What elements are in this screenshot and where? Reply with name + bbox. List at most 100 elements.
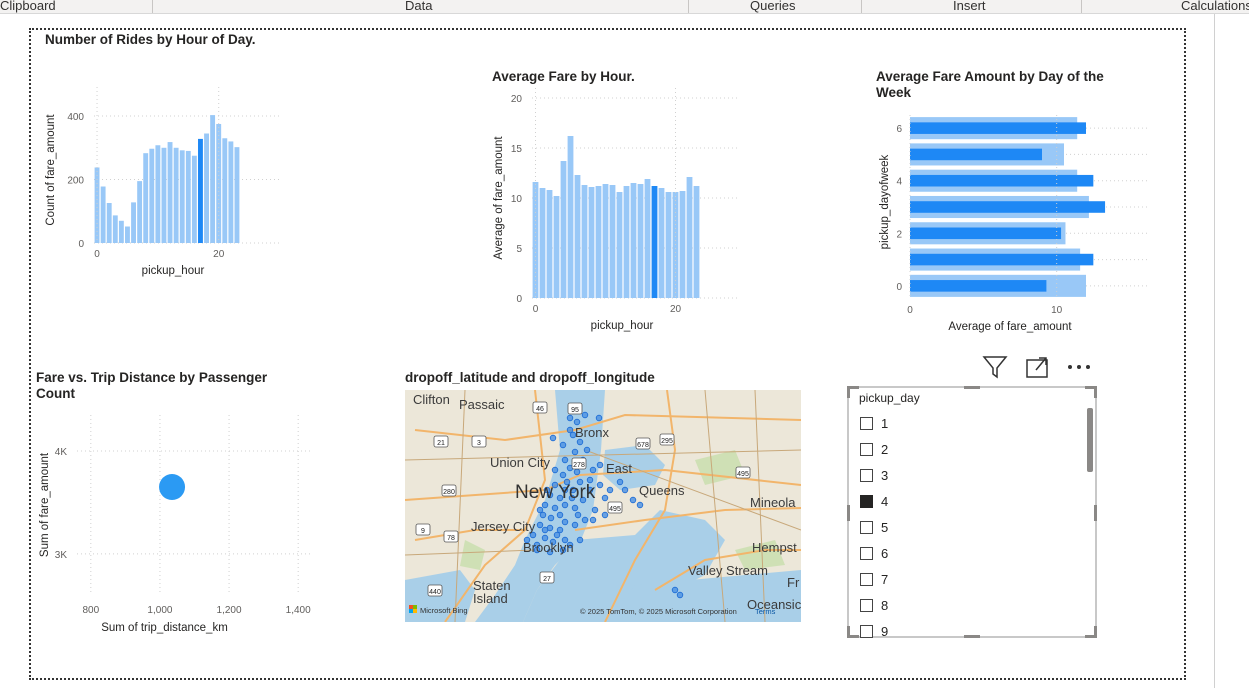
y-tick-label: 5 [516,244,522,255]
resize-handle[interactable] [1094,505,1097,521]
resize-handle[interactable] [847,386,859,389]
map-dropoff-point [533,546,541,554]
map-dropoff-point [601,511,609,519]
bar [94,167,100,243]
ribbon-tab-clipboard[interactable]: Clipboard [0,0,56,13]
slicer-checkbox[interactable] [860,416,873,430]
resize-handle[interactable] [1094,386,1097,398]
map-route-shield [635,437,651,450]
y-tick-label: 20 [511,94,523,105]
x-axis-title: Sum of trip_distance_km [101,622,228,634]
bar [910,280,1047,292]
map-highways [405,390,801,622]
map-dropoff-point [551,481,559,489]
slicer-item[interactable]: 7 [860,570,888,588]
map-dropoff-point [553,531,561,539]
y-tick-label: 6 [896,124,902,135]
slicer-checkbox[interactable] [860,572,873,586]
x-axis-title: pickup_hour [142,265,205,277]
bar [210,115,216,243]
slicer-item[interactable]: 4 [860,492,888,510]
resize-handle[interactable] [847,626,850,638]
fare-vs-distance-chart[interactable]: 3K 4K 800 1,000 1,200 1,400 Sum of trip_distan… [32,405,312,640]
microsoft-logo-icon [409,609,413,613]
bar [910,174,1094,187]
map-route-shield [571,457,587,470]
bar [179,150,185,243]
map-hudson-river [475,390,605,622]
resize-handle[interactable] [1085,635,1097,638]
bar [630,183,637,298]
slicer-checkbox[interactable] [860,598,873,612]
bar [574,175,581,298]
slicer-item[interactable]: 3 [860,466,888,484]
chart-title-fare-vs-distance: Fare vs. Trip Distance by Passenger Coun… [36,370,268,401]
dropoff-map[interactable]: Clifton Passaic Bronx Union City East New Yor… [405,390,801,622]
ribbon-tab-insert[interactable]: Insert [953,0,986,13]
fare-by-hour-chart[interactable]: 0 5 10 15 20 0 20 pickup_hour Average of fare_am… [488,88,768,338]
resize-handle[interactable] [964,386,980,389]
slicer-scrollbar[interactable] [1087,408,1093,472]
slicer-checkbox[interactable] [860,494,873,508]
filter-icon[interactable] [980,352,1010,382]
map-place-label: Valley Stream [688,563,768,578]
x-tick-label: 1,400 [286,605,311,616]
slicer-checkbox[interactable] [860,520,873,534]
resize-handle[interactable] [964,635,980,638]
map-bing-label: Microsoft Bing [420,606,468,615]
resize-handle[interactable] [1085,386,1097,389]
slicer-checkbox[interactable] [860,546,873,560]
x-tick-label: 0 [907,305,913,316]
map-dropoff-point [546,491,554,499]
resize-handle[interactable] [847,386,850,398]
ribbon-tab-calculations[interactable]: Calculations [1181,0,1249,13]
slicer-item[interactable]: 8 [860,596,888,614]
bar [651,186,658,298]
bar [644,179,651,298]
map-attribution: © 2025 TomTom, © 2025 Microsoft Corporat… [580,607,737,616]
map-dropoff-point [589,466,597,474]
map-route-shield-label: 3 [477,440,481,447]
bar [637,184,644,298]
bar [125,226,130,243]
x-tick-label: 1,000 [147,605,172,616]
resize-handle[interactable] [847,635,859,638]
map-route-shield-label: 95 [571,407,579,414]
map-canvas[interactable]: Clifton Passaic Bronx Union City East New Yor… [405,390,801,622]
resize-handle[interactable] [1094,626,1097,638]
map-dropoff-point [539,511,547,519]
slicer-checkbox[interactable] [860,468,873,482]
map-dropoff-point [601,494,609,502]
resize-handle[interactable] [847,505,850,521]
slicer-item[interactable]: 9 [860,622,888,640]
map-route-shield [539,571,555,584]
bar [910,201,1106,213]
focus-mode-icon[interactable] [1022,352,1052,382]
bar [173,147,179,243]
chart-title-fare-by-dow: Average Fare Amount by Day of the Week [876,69,1104,100]
ribbon-tab-queries[interactable]: Queries [750,0,796,13]
more-options-icon[interactable] [1064,352,1094,382]
fare-by-dow-chart[interactable]: 0 2 4 6 0 10 Average of fare_amount pickup_dayo… [870,105,1150,340]
bar [204,133,209,243]
slicer-item[interactable]: 1 [860,414,888,432]
visual-group-selection[interactable] [29,28,1186,680]
pickup-day-slicer[interactable]: pickup_day 1 2 3 4 5 6 7 8 9 [847,386,1097,640]
rides-by-hour-chart[interactable]: 0 200 400 0 20 pickup_hour Count of fare_amoun… [40,55,300,285]
bar [686,177,693,298]
bar [567,136,574,298]
map-atlantic [605,570,801,622]
slicer-item[interactable]: 5 [860,518,888,536]
slicer-item[interactable]: 2 [860,440,888,458]
map-route-shield [607,501,623,514]
map-route-shield-label: 495 [737,471,749,478]
map-dropoff-point [569,431,577,439]
bar [149,148,155,243]
ribbon-tab-data[interactable]: Data [405,0,433,13]
bar [616,192,623,298]
slicer-item[interactable]: 6 [860,544,888,562]
slicer-checkbox[interactable] [860,442,873,456]
map-dropoff-point [543,486,551,494]
slicer-checkbox[interactable] [860,624,873,638]
map-terms-link[interactable]: Terms [755,607,776,616]
